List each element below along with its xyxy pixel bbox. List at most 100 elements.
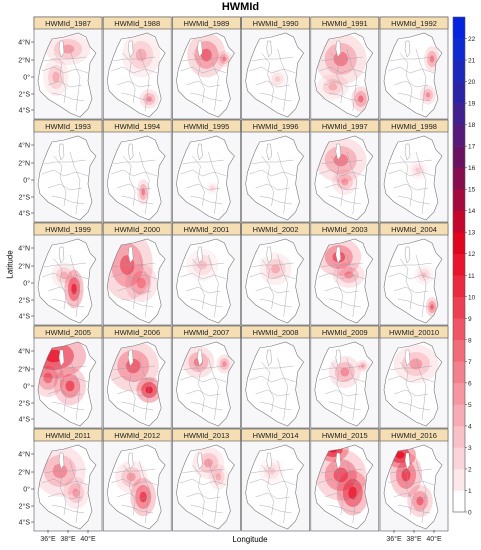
colorbar-tick-label: 7: [468, 359, 472, 366]
panel-title: HWMId_2011: [45, 431, 90, 440]
colorbar-bin: [453, 275, 465, 298]
panel-header: [33, 119, 103, 133]
colorbar-bin: [453, 339, 465, 362]
country-outline: [106, 341, 166, 427]
longitude-axis: 36°E 38°E 40°E 36°E 38°E 40°E: [40, 530, 442, 543]
country-outline: [314, 444, 374, 530]
country-outline: [106, 238, 166, 324]
colorbar-bin: [453, 404, 465, 427]
panel-header: [310, 119, 380, 133]
colorbar-tick-label: 18: [468, 122, 476, 129]
country-outline: [37, 444, 97, 530]
map-panel: HWMId_1994: [102, 119, 172, 223]
panel-title: HWMId_2012: [114, 431, 160, 440]
panel-title: HWMId_2008: [253, 328, 299, 337]
colorbar-bin: [453, 81, 465, 104]
country-shape: [176, 33, 235, 117]
country-outline: [176, 341, 235, 427]
country-shape: [245, 136, 304, 220]
colorbar-tick-label: 6: [468, 380, 472, 387]
colorbar-tick-label: 20: [468, 79, 476, 86]
map-panel: HWMId_1992: [379, 16, 449, 120]
colorbar-bin: [453, 447, 465, 470]
colorbar-bin: [453, 382, 465, 405]
y-tick-label: 2°S: [19, 297, 31, 305]
country-shape: [384, 239, 442, 323]
map-panel: HWMId_2008: [241, 325, 310, 429]
x-tick-label: 40°E: [80, 535, 96, 543]
country-shape: [176, 136, 235, 220]
y-tick-label: 4°S: [19, 519, 31, 527]
map-panel: HWMId_2002: [241, 222, 310, 326]
heat-field: [268, 69, 288, 89]
heat-field: [414, 265, 439, 317]
y-tick-label: 4°N: [18, 245, 30, 253]
panel-title: HWMId_1992: [391, 19, 437, 28]
y-tick-label: 2°N: [18, 469, 30, 477]
x-tick-label: 38°E: [406, 535, 422, 543]
panel-title: HWMId_1990: [253, 19, 299, 28]
colorbar-bin: [453, 17, 465, 39]
panel-header: [172, 119, 241, 133]
country-outline: [37, 32, 97, 118]
country-outline: [314, 341, 374, 427]
country-outline: [176, 444, 235, 530]
x-tick-label: 38°E: [60, 535, 76, 543]
map-panel: HWMId_1997: [310, 119, 380, 223]
map-panel: HWMId_1995: [172, 119, 241, 223]
y-tick-label: 4°S: [19, 210, 31, 218]
country-shape: [38, 239, 96, 323]
colorbar-tick-label: 4: [468, 423, 472, 430]
map-panel: HWMId_1993: [33, 119, 103, 223]
country-shape: [176, 445, 235, 529]
country-shape: [107, 136, 166, 220]
colorbar-bin: [453, 103, 465, 125]
y-tick-label: 2°N: [18, 366, 30, 374]
heat-field: [115, 461, 156, 517]
panel-title: HWMId_2007: [183, 328, 229, 337]
country-outline: [314, 238, 374, 324]
colorbar-tick-label: 14: [468, 208, 476, 215]
panel-header: [33, 222, 103, 236]
colorbar-tick-label: 9: [468, 316, 472, 323]
country-shape: [107, 239, 166, 323]
colorbar-tick-label: 22: [468, 36, 476, 43]
panel-title: HWMId_1993: [45, 122, 91, 131]
colorbar-bin: [453, 124, 465, 147]
panel-header: [102, 222, 172, 236]
x-axis-label: Longitude: [232, 535, 268, 544]
country-shape: [176, 239, 235, 323]
map-panel: HWMId_2013: [172, 428, 241, 532]
panel-title: HWMId_2004: [391, 225, 437, 234]
map-panel: HWMId_20010: [379, 325, 449, 429]
colorbar-tick-label: 21: [468, 58, 476, 65]
panel-title: HWMId_1995: [183, 122, 229, 131]
panel-header: [379, 428, 449, 442]
y-tick-label: 2°S: [19, 400, 31, 408]
panel-header: [310, 16, 380, 30]
latitude-axis: 4°N 2°N 0° 2°S 4°S 4°N 2°N 0° 2°S 4°S 4°N 2°N 0° 2°S 4…: [18, 39, 34, 527]
country-shape: [107, 445, 166, 529]
map-panels: HWMId_1987 HWMId_1988 HWMId_1989 HWMId_1990…: [33, 16, 449, 532]
heat-field: [259, 253, 292, 285]
panel-title: HWMId_2000: [114, 225, 160, 234]
y-tick-label: 4°N: [18, 142, 30, 150]
country-shape: [384, 136, 442, 220]
country-shape: [245, 239, 304, 323]
country-outline: [245, 238, 304, 324]
panel-header: [102, 428, 172, 442]
panel-title: HWMId_2005: [45, 328, 91, 337]
country-outline: [245, 32, 304, 118]
colorbar-bin: [453, 468, 465, 491]
country-shape: [245, 33, 304, 117]
map-panel: HWMId_2016: [379, 428, 449, 532]
panel-title: HWMId_2013: [183, 431, 229, 440]
country-outline: [245, 444, 304, 530]
map-panel: HWMId_2007: [172, 325, 241, 429]
panel-header: [241, 222, 310, 236]
country-outline: [383, 135, 443, 221]
colorbar-bin: [453, 38, 465, 61]
map-panel: HWMId_1999: [33, 222, 103, 326]
colorbar-tick-label: 19: [468, 101, 476, 108]
